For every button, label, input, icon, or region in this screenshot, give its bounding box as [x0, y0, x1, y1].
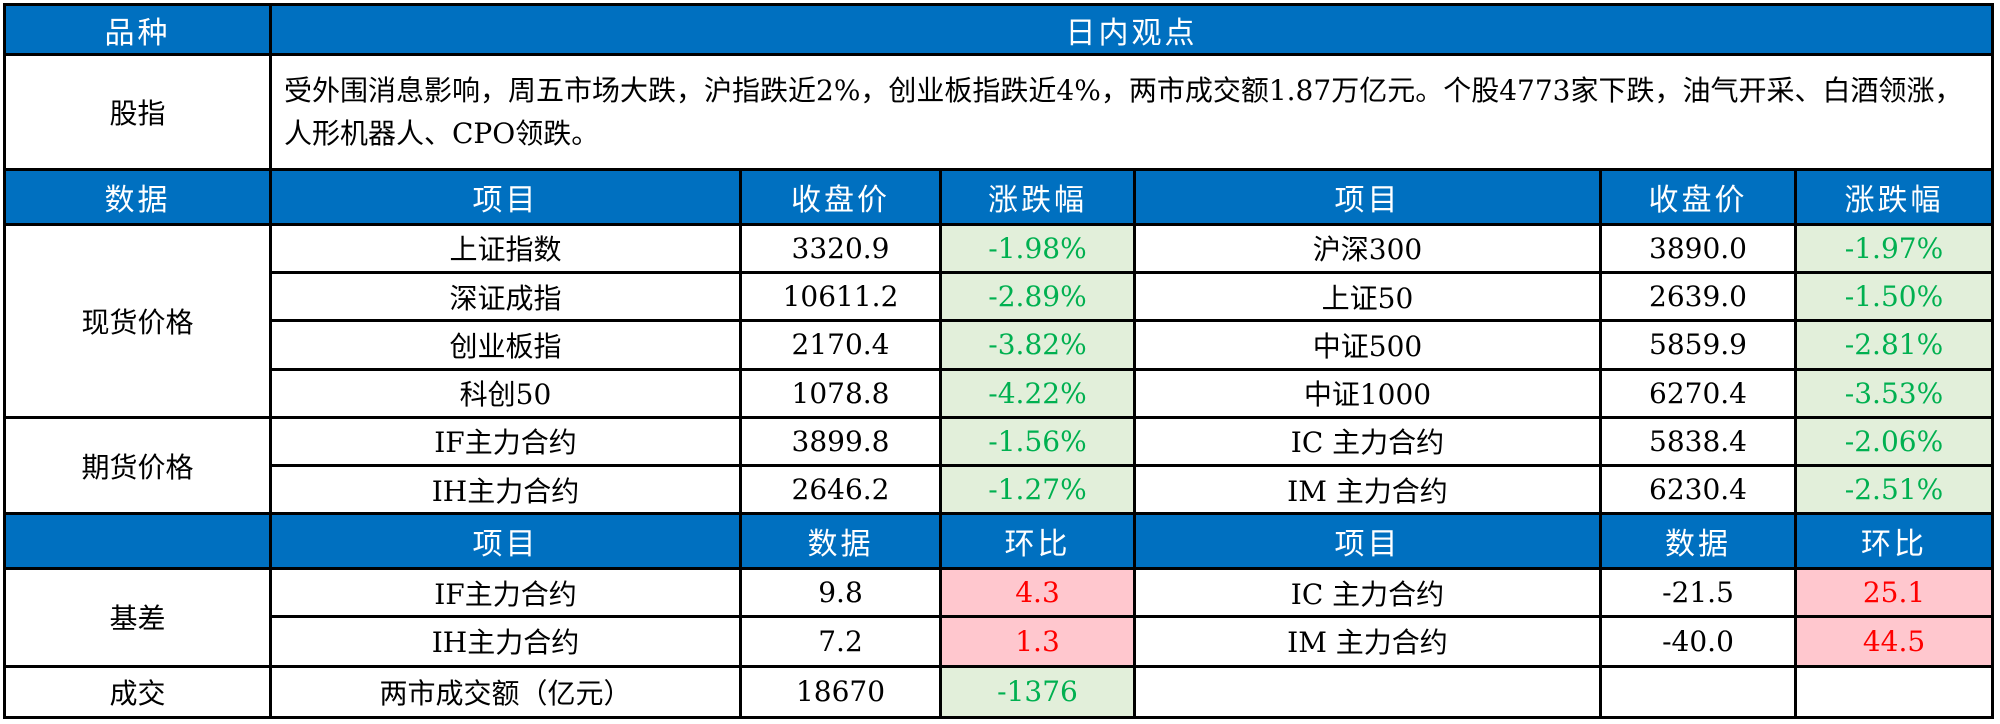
futures-section-label: 期货价格: [3, 415, 272, 516]
basis-item-cell: IM 主力合约: [1133, 615, 1602, 668]
spot-item-cell: 上证50: [1133, 270, 1602, 323]
futures-close-cell: 5838.4: [1599, 415, 1797, 468]
futures-change-cell: -2.51%: [1794, 464, 1994, 516]
variety-header-cell: 品种: [3, 2, 272, 57]
spot-close-cell: 3320.9: [739, 222, 942, 274]
basis-section-label: 基差: [3, 566, 272, 668]
futures-item-cell: IC 主力合约: [1133, 415, 1602, 468]
spot-close-cell: 1078.8: [739, 367, 942, 419]
basis-item-cell: IC 主力合约: [1133, 566, 1602, 619]
basis-data-header-cell-right: 数据: [1599, 512, 1797, 570]
volume-mom-cell: -1376: [939, 664, 1136, 720]
futures-close-cell: 6230.4: [1599, 464, 1797, 516]
futures-item-cell: IM 主力合约: [1133, 464, 1602, 516]
basis-mom-cell: 4.3: [939, 566, 1136, 619]
basis-mom-cell: 1.3: [939, 615, 1136, 668]
spot-change-cell: -1.50%: [1794, 270, 1994, 323]
spot-item-cell: 上证指数: [269, 222, 742, 274]
close-header-cell-right: 收盘价: [1599, 168, 1797, 226]
spot-item-cell: 沪深300: [1133, 222, 1602, 274]
futures-row: 期货价格 IF主力合约 3899.8 -1.56% IC 主力合约 5838.4…: [3, 415, 1994, 516]
overview-text-cell: 受外围消息影响，周五市场大跌，沪指跌近2%，创业板指跌近4%，两市成交额1.87…: [269, 53, 1994, 172]
spot-change-cell: -1.97%: [1794, 222, 1994, 274]
top-header-row: 品种 日内观点: [3, 2, 1994, 57]
overview-label-cell: 股指: [3, 53, 272, 172]
basis-mom-header-cell: 环比: [939, 512, 1136, 570]
spot-section-label: 现货价格: [3, 222, 272, 419]
basis-data-cell: 9.8: [739, 566, 942, 619]
spot-item-cell: 深证成指: [269, 270, 742, 323]
spot-change-cell: -2.81%: [1794, 319, 1994, 371]
spot-change-cell: -1.98%: [939, 222, 1136, 274]
basis-data-cell: 7.2: [739, 615, 942, 668]
spot-close-cell: 6270.4: [1599, 367, 1797, 419]
basis-data-header-cell: 数据: [739, 512, 942, 570]
futures-row: IH主力合约 2646.2 -1.27% IM 主力合约 6230.4 -2.5…: [5, 464, 1994, 516]
basis-group-header-cell: [3, 512, 272, 570]
basis-data-cell: -21.5: [1599, 566, 1797, 619]
spot-close-cell: 2639.0: [1599, 270, 1797, 323]
daily-market-report-table: 品种 日内观点 股指 受外围消息影响，周五市场大跌，沪指跌近2%，创业板指跌近4…: [3, 2, 1994, 720]
futures-item-cell: IF主力合约: [269, 415, 742, 468]
basis-mom-cell: 44.5: [1794, 615, 1994, 668]
volume-data-cell: 18670: [739, 664, 942, 720]
volume-empty-mom-cell: [1794, 664, 1994, 720]
spot-close-cell: 3890.0: [1599, 222, 1797, 274]
spot-change-cell: -3.53%: [1794, 367, 1994, 419]
spot-row: 创业板指 2170.4 -3.82% 中证500 5859.9 -2.81%: [5, 319, 1994, 371]
basis-item-header-cell-right: 项目: [1133, 512, 1602, 570]
spot-close-cell: 10611.2: [739, 270, 942, 323]
volume-empty-item-cell: [1133, 664, 1602, 720]
spot-item-cell: 中证1000: [1133, 367, 1602, 419]
futures-change-cell: -2.06%: [1794, 415, 1994, 468]
futures-close-cell: 2646.2: [739, 464, 942, 516]
volume-row: 成交 两市成交额（亿元） 18670 -1376: [3, 664, 1994, 720]
basis-item-header-cell: 项目: [269, 512, 742, 570]
spot-row: 科创50 1078.8 -4.22% 中证1000 6270.4 -3.53%: [5, 367, 1994, 419]
close-header-cell: 收盘价: [739, 168, 942, 226]
data-group-header-cell: 数据: [3, 168, 272, 226]
spot-change-cell: -4.22%: [939, 367, 1136, 419]
futures-close-cell: 3899.8: [739, 415, 942, 468]
spot-item-cell: 创业板指: [269, 319, 742, 371]
item-header-cell: 项目: [269, 168, 742, 226]
basis-mom-header-cell-right: 环比: [1794, 512, 1994, 570]
volume-empty-data-cell: [1599, 664, 1797, 720]
basis-item-cell: IH主力合约: [269, 615, 742, 668]
spot-change-cell: -3.82%: [939, 319, 1136, 371]
volume-item-cell: 两市成交额（亿元）: [269, 664, 742, 720]
basis-header-row: 项目 数据 环比 项目 数据 环比: [3, 512, 1994, 570]
basis-row: IH主力合约 7.2 1.3 IM 主力合约 -40.0 44.5: [5, 615, 1994, 668]
change-header-cell-right: 涨跌幅: [1794, 168, 1994, 226]
overview-row: 股指 受外围消息影响，周五市场大跌，沪指跌近2%，创业板指跌近4%，两市成交额1…: [3, 53, 1994, 172]
volume-section-label: 成交: [3, 664, 272, 720]
futures-item-cell: IH主力合约: [269, 464, 742, 516]
spot-row: 现货价格 上证指数 3320.9 -1.98% 沪深300 3890.0 -1.…: [3, 222, 1994, 419]
spot-item-cell: 科创50: [269, 367, 742, 419]
change-header-cell: 涨跌幅: [939, 168, 1136, 226]
basis-data-cell: -40.0: [1599, 615, 1797, 668]
futures-change-cell: -1.56%: [939, 415, 1136, 468]
item-header-cell-right: 项目: [1133, 168, 1602, 226]
spot-item-cell: 中证500: [1133, 319, 1602, 371]
price-header-row: 数据 项目 收盘价 涨跌幅 项目 收盘价 涨跌幅: [3, 168, 1994, 226]
spot-row: 深证成指 10611.2 -2.89% 上证50 2639.0 -1.50%: [5, 270, 1994, 323]
basis-row: 基差 IF主力合约 9.8 4.3 IC 主力合约 -21.5 25.1: [3, 566, 1994, 668]
basis-mom-cell: 25.1: [1794, 566, 1994, 619]
spot-change-cell: -2.89%: [939, 270, 1136, 323]
basis-item-cell: IF主力合约: [269, 566, 742, 619]
spot-close-cell: 2170.4: [739, 319, 942, 371]
spot-close-cell: 5859.9: [1599, 319, 1797, 371]
intraday-view-header-cell: 日内观点: [269, 2, 1994, 57]
futures-change-cell: -1.27%: [939, 464, 1136, 516]
